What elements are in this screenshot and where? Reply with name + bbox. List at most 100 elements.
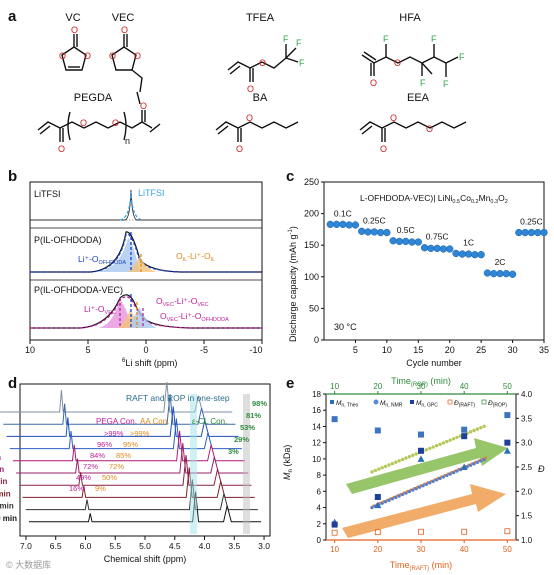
e-rop-trace-dot — [431, 445, 435, 449]
e-mn-point — [418, 447, 424, 454]
e-ytick-left-label: 2 — [317, 520, 322, 529]
e-ytick-left-label: 12 — [312, 439, 321, 448]
molecule-tfea — [227, 44, 299, 82]
c-ytick-label: 50 — [309, 303, 319, 313]
e-xtick-bottom-label: 40 — [460, 545, 469, 554]
panel-b-nmr-chart: 10 5 0 -5 -10 6Li shift (ppm) LiTFSI LiT… — [25, 181, 263, 368]
d-cl-value: 98% — [252, 399, 267, 408]
mol-name-vc: VC — [65, 12, 81, 24]
d-spectrum-trace — [16, 442, 249, 474]
c-data-point — [389, 237, 397, 245]
c-rate-label: 0.1C — [334, 208, 352, 218]
trace-label-litfsi: LiTFSI — [34, 189, 61, 199]
e-rop-trace-dot — [475, 427, 480, 431]
svg-text:O: O — [71, 25, 78, 35]
c-xtick-label: 25 — [476, 345, 486, 355]
d-time-label: 0 min — [0, 514, 17, 523]
svg-text:OVEC-Li⁺-OOFHDODA: OVEC-Li⁺-OOFHDODA — [160, 311, 229, 323]
e-rop-trace-dot — [373, 468, 378, 473]
e-mn-theo-point — [374, 501, 382, 509]
svg-text:O: O — [109, 51, 116, 61]
e-raft-trace-dot — [484, 456, 488, 460]
e-rop-trace-dot — [394, 460, 398, 464]
e-rop-trace-dot — [448, 438, 452, 442]
panel-a-letter: a — [8, 8, 17, 25]
c-rate-label: 0.5C — [397, 225, 415, 235]
svg-text:O: O — [58, 144, 65, 154]
e-rop-trace-dot — [411, 453, 415, 458]
c-data-point — [420, 244, 429, 252]
e-mn-point — [418, 431, 424, 438]
d-cl-value: 53% — [240, 423, 255, 432]
svg-text:Li⁺-OOFHDODA: Li⁺-OOFHDODA — [78, 254, 126, 266]
panel-a-structures: OO O OO O OO OO OO OO OO OOO FFF FFF FF n — [37, 25, 467, 154]
e-rop-trace-dot — [400, 457, 405, 462]
e-ytick-right-label: 3.0 — [521, 439, 533, 448]
c-rate-label: 0.25C — [363, 215, 386, 225]
e-rop-trace-dot — [455, 435, 459, 440]
c-data-point — [483, 269, 492, 277]
mol-name-vec: VEC — [111, 12, 135, 24]
e-rop-trace-dot — [434, 443, 439, 448]
e-mn-theo-point — [503, 447, 511, 454]
svg-text:O: O — [59, 51, 66, 61]
c-data-point — [515, 228, 523, 237]
c-data-point — [502, 269, 510, 278]
d-spectrum-trace — [0, 381, 233, 413]
e-rop-trace-dot — [472, 428, 476, 433]
svg-text:Time(RAFT) (min): Time(RAFT) (min) — [390, 560, 452, 572]
c-data-point — [408, 238, 416, 246]
mol-name-tfea: TFEA — [245, 12, 275, 24]
e-rop-trace-dot — [390, 461, 395, 466]
e-ytick-left-label: 10 — [312, 455, 321, 464]
e-xtick-bottom-label: 10 — [330, 545, 339, 554]
svg-text:OVEC-Li⁺-OVEC: OVEC-Li⁺-OVEC — [156, 296, 209, 308]
e-rop-trace-dot — [383, 464, 388, 469]
d-spectrum-trace — [19, 455, 252, 486]
e-xtick-top-label: 20 — [373, 382, 382, 391]
c-data-point — [540, 228, 548, 237]
e-ytick-left-label: 6 — [317, 487, 322, 496]
svg-text:ε-CL Con.: ε-CL Con. — [192, 417, 227, 426]
c-xtick-label: 5 — [353, 345, 358, 355]
molecule-vc — [61, 34, 87, 71]
svg-text:Time(ROP) (min): Time(ROP) (min) — [391, 376, 451, 388]
svg-text:F: F — [420, 78, 426, 88]
e-rop-trace-dot — [441, 441, 446, 445]
svg-text:Discharge capacity (mAh g-1): Discharge capacity (mAh g-1) — [288, 226, 298, 342]
svg-text:F: F — [459, 52, 465, 62]
d-aa-value: 50% — [102, 473, 117, 482]
c-data-point — [458, 250, 466, 258]
e-rop-trace-dot — [428, 446, 432, 451]
c-rate-label: 2C — [495, 257, 506, 267]
c-data-point — [414, 238, 422, 246]
c-data-point — [345, 221, 353, 229]
svg-text:-10: -10 — [249, 345, 262, 355]
e-rop-trace-dot — [370, 470, 374, 474]
svg-text:O: O — [80, 118, 87, 128]
c-xtick-label: 35 — [539, 345, 549, 355]
e-ytick-left-label: 18 — [312, 390, 321, 399]
e-ytick-right-label: 1.0 — [521, 536, 533, 545]
c-ytick-label: 0 — [314, 335, 319, 345]
c-data-point — [395, 237, 404, 246]
d-xtick-label: 5.0 — [139, 541, 151, 551]
d-cl-value: 81% — [246, 411, 261, 420]
svg-text:RAFT and ROP in one-step: RAFT and ROP in one-step — [126, 393, 230, 403]
e-ytick-left-label: 16 — [312, 406, 321, 415]
e-xtick-bottom-label: 20 — [373, 545, 382, 554]
c-data-point — [446, 245, 454, 253]
panel-d-nmr-chart: 48 h36 h24 h12 h50 min40 min30 min20 min… — [0, 381, 271, 564]
e-rop-trace-dot — [404, 456, 408, 460]
d-spectrum-trace — [12, 430, 246, 462]
c-data-point — [534, 228, 542, 237]
c-data-point — [521, 228, 529, 237]
svg-text:O: O — [380, 144, 387, 154]
c-data-point — [326, 220, 334, 228]
e-rop-trace-dot — [479, 426, 483, 430]
panel-e-mn-chart: Time(ROP) (min) Time(RAFT) (min) Mn (kDa… — [282, 376, 545, 572]
e-mn-theo-point — [417, 455, 425, 462]
svg-text:F: F — [296, 38, 302, 48]
e-rop-trace-dot — [482, 424, 486, 429]
molecule-vec — [111, 34, 143, 105]
